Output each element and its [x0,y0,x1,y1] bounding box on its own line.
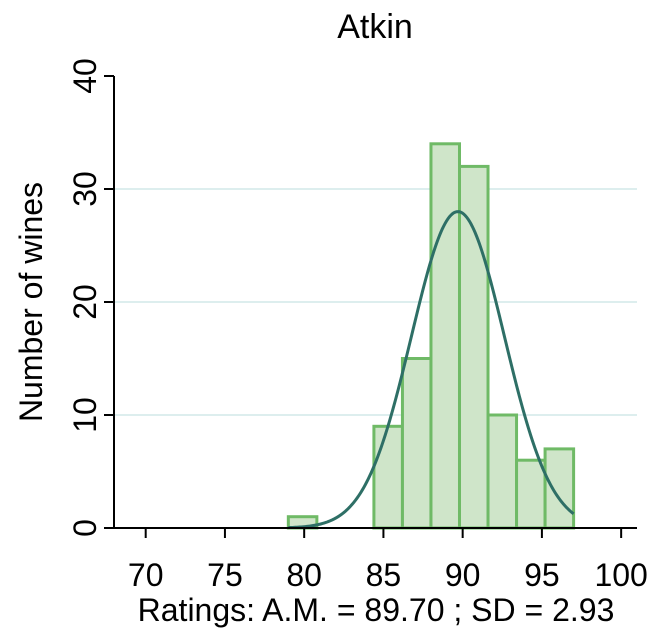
chart-title: Atkin [337,8,413,46]
y-tick-label-20: 20 [67,284,103,320]
histogram-bar-1 [372,424,404,530]
y-tick-label-10: 10 [67,397,103,433]
histogram-bar-4 [457,164,490,530]
normal-curve [288,210,575,530]
x-tick-label-70: 70 [128,557,164,593]
x-tick-label-80: 80 [286,557,322,593]
y-axis-title: Number of wines [13,182,49,422]
x-tick-label-100: 100 [594,557,647,593]
x-tick-label-75: 75 [207,557,243,593]
x-tick-label-90: 90 [445,557,481,593]
x-ticks: 70 75 80 85 90 95 100 [128,528,648,593]
histogram-bar-3 [429,142,461,530]
x-axis-title: Ratings: A.M. = 89.70 ; SD = 2.93 [138,592,615,628]
histogram-bar-7 [543,447,576,530]
grid-lines [114,188,637,416]
x-tick-label-85: 85 [366,557,402,593]
y-ticks: 0 10 20 30 40 [67,58,114,537]
x-tick-label-95: 95 [524,557,560,593]
histogram-bar-6 [515,458,547,530]
histogram-bars [286,142,576,530]
y-tick-label-40: 40 [67,58,103,94]
histogram-bar-5 [486,413,519,530]
y-tick-label-0: 0 [67,519,103,537]
y-tick-label-30: 30 [67,171,103,207]
histogram-bar-2 [400,357,433,530]
